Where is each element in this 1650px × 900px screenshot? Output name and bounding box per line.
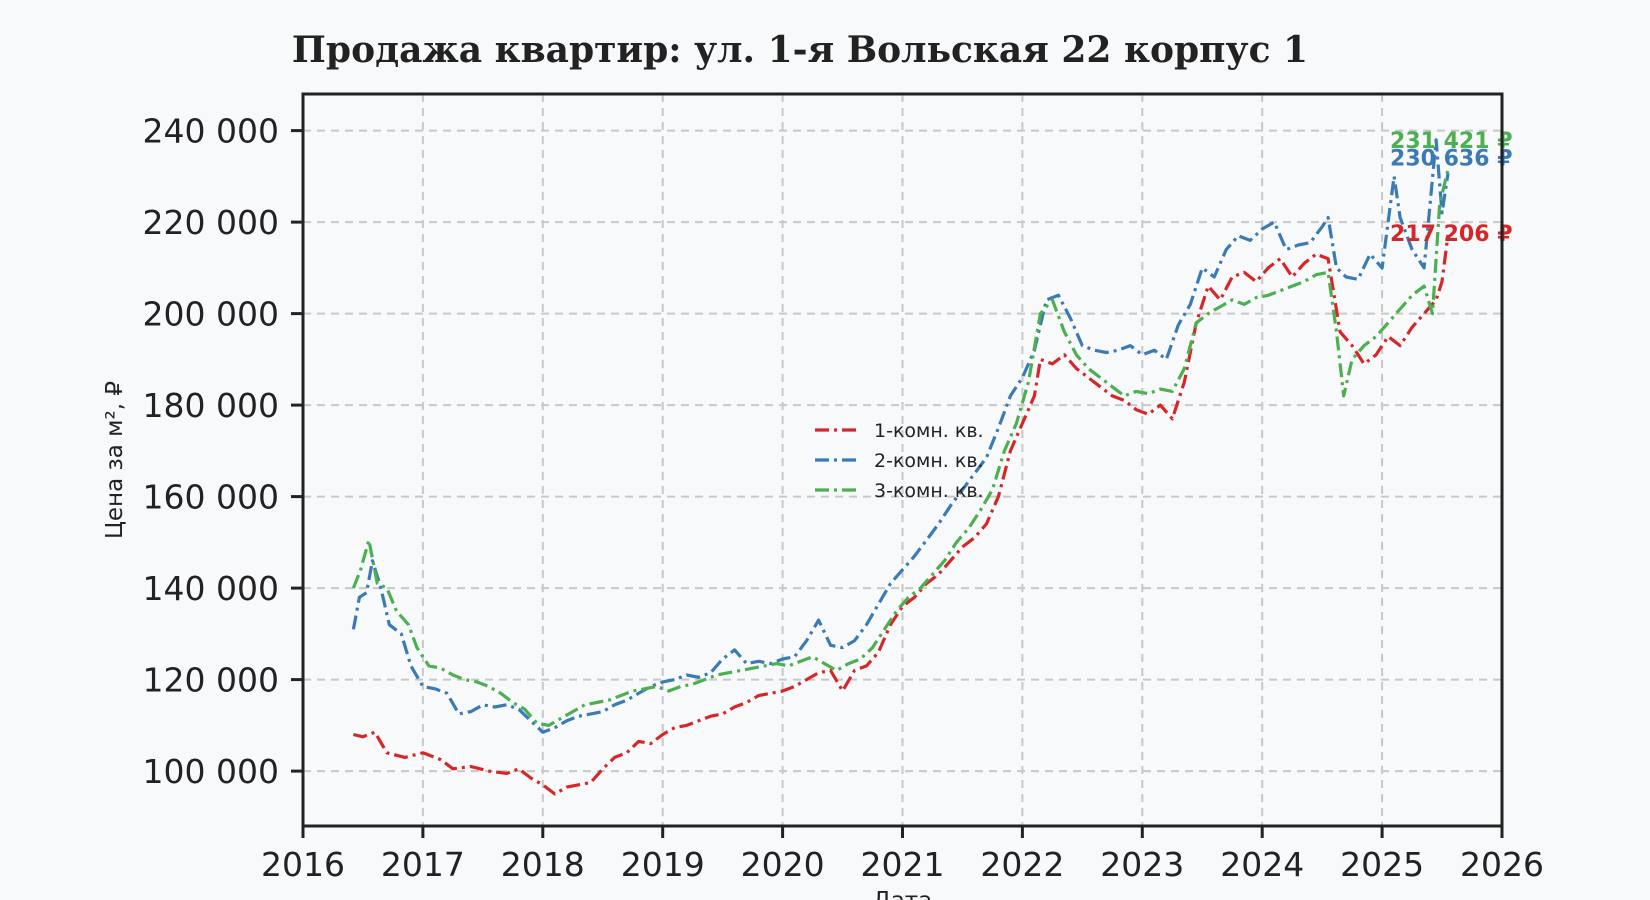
y-tick-label: 200 000 bbox=[143, 295, 279, 334]
y-tick-label: 220 000 bbox=[143, 203, 279, 242]
legend-label-1: 1-комн. кв. bbox=[874, 420, 984, 442]
legend-label-2: 2-комн. кв. bbox=[874, 450, 984, 472]
grid-lines bbox=[303, 94, 1502, 826]
y-tick-label: 100 000 bbox=[143, 752, 279, 791]
y-tick-label: 160 000 bbox=[143, 478, 279, 517]
x-tick-label: 2024 bbox=[1220, 845, 1304, 884]
y-tick-label: 140 000 bbox=[143, 569, 279, 608]
series-lines bbox=[351, 138, 1450, 796]
x-tick-label: 2020 bbox=[741, 845, 825, 884]
legend: 1-комн. кв. 2-комн. кв. 3-комн. кв. bbox=[815, 420, 984, 502]
series-line-1 bbox=[353, 234, 1450, 796]
series-line-3 bbox=[351, 169, 1450, 727]
x-tick-label: 2018 bbox=[501, 845, 585, 884]
series-line-2 bbox=[351, 138, 1450, 734]
end-labels: 217 206 ₽ 230 636 ₽231 421 ₽ bbox=[1390, 129, 1512, 247]
chart-title: Продажа квартир: ул. 1-я Вольская 22 кор… bbox=[292, 29, 1308, 71]
end-value-label-2: 230 636 ₽ bbox=[1390, 146, 1512, 171]
y-tick-label: 120 000 bbox=[143, 661, 279, 700]
y-axis-label: Цена за м², ₽ bbox=[102, 381, 128, 539]
legend-label-3: 3-комн. кв. bbox=[874, 480, 984, 502]
x-tick-label: 2023 bbox=[1100, 845, 1184, 884]
x-tick-label: 2026 bbox=[1460, 845, 1544, 884]
plot-frame bbox=[301, 92, 1504, 828]
axes: 2016 2017 2018 2019 2020 2021 2022 2023 2024 2025… bbox=[143, 112, 1544, 884]
y-tick-label: 240 000 bbox=[143, 112, 279, 151]
x-tick-label: 2019 bbox=[621, 845, 705, 884]
x-tick-label: 2025 bbox=[1340, 845, 1424, 884]
x-tick-label: 2022 bbox=[980, 845, 1064, 884]
x-tick-label: 2016 bbox=[261, 845, 345, 884]
end-value-label-3: 231 421 ₽ bbox=[1390, 129, 1512, 154]
end-value-label-1: 217 206 ₽ bbox=[1390, 222, 1512, 247]
x-tick-label: 2017 bbox=[381, 845, 465, 884]
x-axis-label: Дата bbox=[873, 888, 933, 900]
y-tick-label: 180 000 bbox=[143, 386, 279, 425]
x-tick-label: 2021 bbox=[861, 845, 945, 884]
